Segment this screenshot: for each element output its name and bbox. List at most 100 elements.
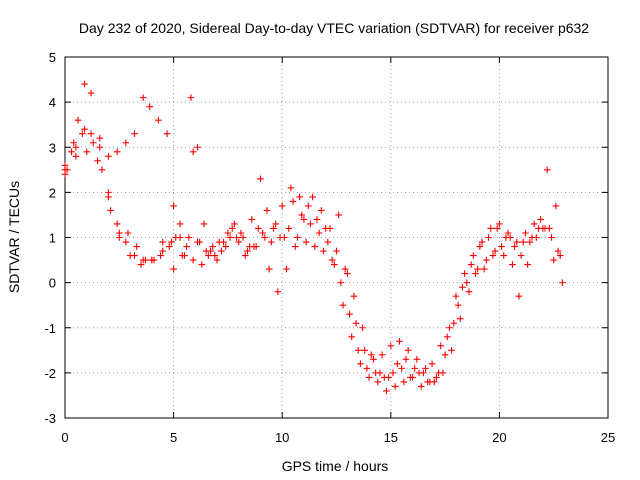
data-point (320, 247, 327, 255)
data-point (131, 130, 138, 138)
data-point (446, 324, 453, 332)
data-point (241, 252, 249, 259)
data-point (159, 247, 167, 255)
data-point (315, 229, 323, 237)
data-point (257, 175, 264, 183)
x-tick-label: 0 (61, 430, 68, 445)
data-point (530, 220, 538, 228)
data-point (170, 265, 177, 273)
data-point (83, 148, 91, 156)
data-point (142, 256, 149, 264)
data-point (248, 216, 256, 223)
data-point (400, 378, 408, 386)
data-point (87, 130, 95, 138)
data-point (385, 374, 392, 381)
data-point (457, 315, 464, 323)
data-point (263, 207, 271, 214)
data-point (526, 238, 534, 246)
data-point (183, 243, 190, 250)
data-point (265, 265, 273, 273)
data-point (287, 184, 295, 192)
data-point (304, 202, 312, 210)
data-point (394, 360, 401, 368)
data-point (452, 292, 460, 300)
data-point (63, 166, 71, 174)
data-point (470, 252, 477, 259)
data-point (79, 130, 86, 138)
x-tick-label: 25 (601, 430, 615, 445)
data-point (324, 238, 332, 246)
data-point (159, 238, 167, 246)
data-point (261, 234, 269, 241)
data-point (535, 225, 542, 232)
data-point (194, 238, 201, 246)
data-point (289, 198, 297, 205)
y-axis-label: SDTVAR / TECUs (6, 181, 22, 293)
data-point (255, 225, 262, 232)
data-point (511, 243, 518, 250)
data-point (374, 378, 382, 386)
data-point (483, 256, 490, 264)
data-point (237, 229, 245, 237)
data-point (459, 283, 466, 291)
data-point (350, 292, 358, 300)
data-point (116, 234, 123, 241)
data-point (231, 220, 238, 228)
data-point (328, 256, 336, 264)
data-point (189, 256, 197, 264)
data-point (522, 229, 529, 237)
data-point (363, 365, 371, 372)
data-point (487, 225, 495, 232)
data-point (454, 301, 462, 309)
series-track-2 (61, 94, 562, 386)
data-point (270, 225, 277, 232)
data-point (463, 279, 471, 286)
y-tick-label: 0 (49, 276, 56, 291)
data-point (378, 351, 386, 359)
data-point (467, 261, 475, 268)
data-point (556, 252, 564, 259)
data-point (496, 220, 503, 228)
data-point (404, 347, 412, 354)
data-point (163, 130, 171, 138)
data-point (68, 148, 75, 156)
data-point (89, 139, 97, 147)
y-tick-label: 1 (49, 231, 56, 246)
data-point (178, 252, 186, 259)
data-point (478, 238, 486, 246)
data-point (352, 319, 360, 327)
data-point (224, 229, 232, 237)
data-point (189, 148, 197, 156)
data-point (543, 166, 551, 174)
data-point (367, 351, 375, 359)
data-point (187, 94, 195, 101)
data-series (61, 80, 566, 395)
data-point (357, 360, 364, 368)
data-point (98, 166, 106, 174)
data-point (155, 116, 162, 124)
data-point (365, 374, 373, 381)
data-point (465, 288, 473, 295)
data-point (476, 243, 484, 250)
axis-ticks: 0 5 10 15 20 25 -3 -2 -1 0 1 2 3 4 5 (44, 50, 615, 445)
data-point (537, 216, 544, 223)
data-point (433, 374, 440, 381)
data-point (283, 265, 290, 273)
data-point (113, 148, 121, 156)
y-tick-label: 3 (49, 140, 56, 155)
data-point (239, 234, 247, 241)
data-point (344, 270, 351, 277)
data-point (168, 238, 175, 246)
data-point (96, 143, 104, 151)
data-point (554, 247, 562, 255)
data-point (209, 243, 216, 250)
data-point (122, 238, 130, 246)
data-point (383, 387, 390, 395)
data-point (285, 225, 293, 232)
data-point (165, 243, 173, 250)
data-point (348, 333, 356, 341)
data-point (402, 356, 410, 363)
data-point (300, 216, 308, 223)
data-point (74, 116, 82, 124)
data-point (302, 238, 310, 246)
